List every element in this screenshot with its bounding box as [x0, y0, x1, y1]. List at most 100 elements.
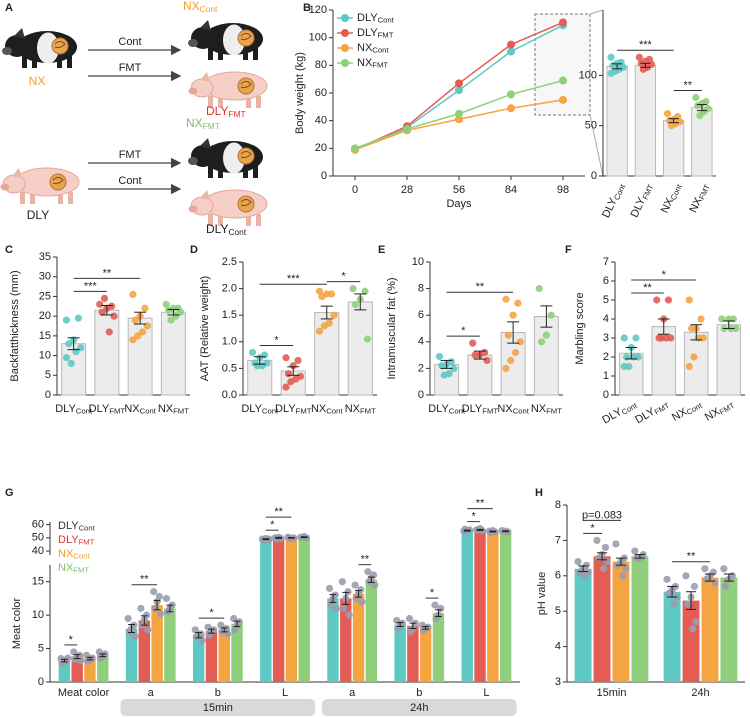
x-tick-label-main: NX [531, 403, 547, 415]
data-point [622, 565, 630, 573]
data-point [542, 331, 550, 339]
data-point [600, 565, 608, 573]
y-tick-label: 2.5 [222, 256, 237, 268]
series-marker [559, 18, 567, 27]
legend-label: DLYCont [58, 520, 96, 533]
y-tick-label: 8 [555, 499, 561, 511]
y-tick-label: 0.0 [222, 389, 237, 401]
y-tick-label: 10 [412, 256, 424, 268]
y-tick-label: 20 [39, 310, 51, 322]
y-tick-label: 3 [603, 332, 609, 344]
y-tick-label: 60 [32, 519, 44, 531]
data-point [191, 626, 199, 634]
data-point [110, 312, 118, 320]
series-marker [507, 90, 515, 99]
y-tick-label: 0 [38, 676, 44, 688]
data-point [694, 101, 702, 110]
x-tick-label: DLYFMT [89, 403, 126, 416]
x-tick-label-main: DLY [275, 403, 296, 415]
x-tick-label-sub: FMT [360, 407, 376, 416]
significance-label: * [472, 511, 477, 523]
data-point [593, 536, 601, 545]
legend-label-main: NX [357, 57, 373, 69]
bar [218, 629, 230, 682]
data-point [701, 565, 709, 573]
y-tick-label: 5 [45, 369, 51, 381]
bar [606, 65, 628, 177]
error-bar [208, 628, 215, 634]
data-point [685, 362, 693, 371]
error-bar [409, 622, 417, 630]
x-tick-label-sub: Cont [140, 407, 157, 416]
x-tick-label: 98 [557, 184, 569, 196]
data-point [535, 285, 543, 293]
data-point [619, 572, 627, 580]
error-bar [640, 62, 651, 68]
error-bar [134, 311, 147, 325]
bar [151, 605, 163, 682]
x-tick-label: b [416, 687, 422, 699]
data-point [631, 547, 639, 555]
x-tick-label: L [483, 687, 489, 699]
bar [298, 537, 310, 682]
data-point [137, 604, 145, 613]
data-point [282, 354, 290, 362]
x-tick-label-main: DLY [462, 403, 483, 415]
y-tick-label: 80 [315, 59, 327, 71]
x-tick-label: NXFMT [703, 398, 737, 425]
error-bar [287, 366, 300, 376]
x-tick-label: NXCont [659, 181, 684, 216]
panel-letter: E [378, 244, 385, 256]
error-bar [578, 565, 589, 573]
x-tick-label-sub: FMT [641, 183, 656, 201]
y-tick-label: 2.0 [222, 283, 237, 295]
data-point [702, 575, 711, 583]
data-point [469, 339, 477, 347]
data-point [143, 322, 151, 330]
x-tick-label: DLYCont [428, 403, 466, 416]
x-tick-label-main: DLY [241, 403, 262, 415]
data-point [603, 558, 611, 566]
legend-label: NXCont [58, 548, 90, 561]
data-point [507, 356, 515, 365]
arrow-label: Cont [118, 175, 141, 187]
x-axis-label: Days [446, 198, 472, 210]
x-tick-label: 56 [453, 184, 465, 196]
data-point [315, 327, 324, 335]
data-point [364, 568, 372, 576]
bar [352, 593, 365, 682]
data-point [96, 300, 104, 308]
series-marker [559, 95, 567, 104]
data-point [581, 572, 589, 580]
significance-label: * [270, 519, 275, 531]
error-bar [275, 536, 283, 539]
significance-label: *** [639, 39, 653, 51]
data-point [687, 324, 696, 333]
significance-label: * [341, 271, 346, 283]
data-point [248, 348, 257, 357]
bar [574, 568, 592, 682]
data-point [77, 657, 85, 665]
error-bar [540, 305, 553, 328]
y-tick-label: 60 [315, 87, 327, 99]
data-point [358, 598, 366, 606]
y-tick-label: 50 [585, 120, 597, 132]
y-axis-label: AAT (Relative weight) [199, 276, 211, 381]
x-tick-label: DLYFMT [633, 398, 671, 427]
y-tick-label: 25 [39, 290, 51, 302]
y-tick-label: 10 [32, 609, 44, 621]
data-point [620, 362, 628, 371]
data-point [131, 316, 139, 324]
data-point [692, 93, 700, 102]
x-tick-label-sub: Cont [262, 407, 279, 416]
data-point [504, 331, 512, 339]
data-point [601, 543, 610, 552]
data-point [138, 328, 147, 336]
x-tick-label: DLYCont [600, 181, 628, 221]
y-tick-label: 1 [603, 370, 609, 382]
data-point [667, 122, 676, 130]
y-tick-label: 30 [39, 271, 51, 283]
x-tick-label-sub: FMT [697, 183, 712, 201]
bar [365, 579, 378, 682]
bar [419, 627, 432, 682]
